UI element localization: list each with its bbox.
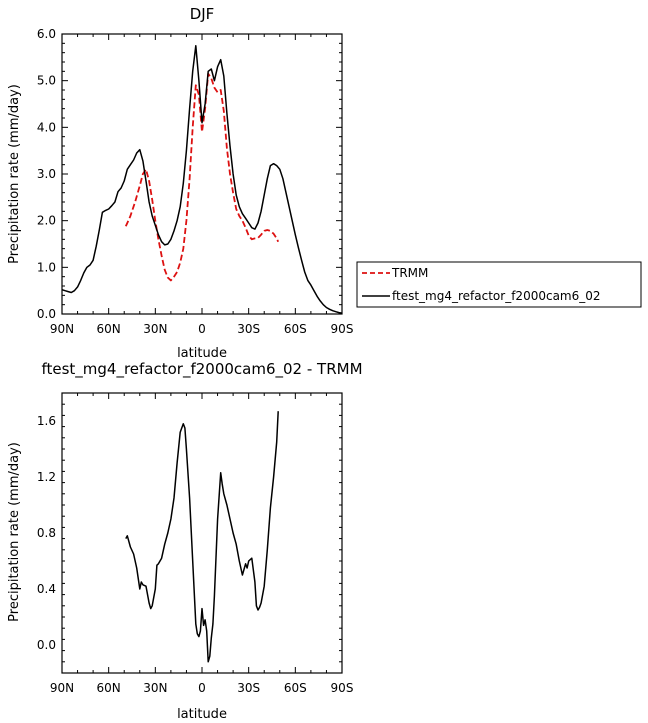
axes (61, 33, 343, 315)
y-tick-label: 0.8 (37, 526, 56, 540)
legend-label-model: ftest_mg4_refactor_f2000cam6_02 (392, 289, 601, 303)
chart-title: ftest_mg4_refactor_f2000cam6_02 - TRMM (41, 360, 362, 379)
x-axis-title: latitude (177, 346, 227, 361)
y-tick-label: 0.0 (37, 638, 56, 652)
legend-box (356, 261, 642, 308)
y-tick-label: 3.0 (37, 167, 56, 181)
series-line-trmm (124, 72, 280, 282)
x-tick-label: 30S (237, 681, 260, 695)
legend-label-trmm: TRMM (391, 266, 428, 280)
y-tick-label: 1.2 (37, 470, 56, 484)
y-axis-title: Precipitation rate (mm/day) (7, 84, 22, 264)
y-axis-title: Precipitation rate (mm/day) (7, 442, 22, 622)
chart-precipitation-difference: ftest_mg4_refactor_f2000cam6_02 - TRMM P… (7, 360, 363, 722)
chart-djf-precipitation: DJF Precipitation rate (mm/day) latitude… (7, 5, 642, 361)
y-tick-label: 2.0 (37, 214, 56, 228)
x-tick-label: 30N (143, 681, 167, 695)
series-lines (125, 411, 279, 663)
x-tick-label: 90S (331, 681, 354, 695)
y-tick-label: 0.0 (37, 307, 56, 321)
y-tick-label: 0.4 (37, 582, 56, 596)
series-line-0 (125, 411, 279, 663)
x-tick-label: 30S (237, 322, 260, 336)
x-axis-title: latitude (177, 707, 227, 722)
x-tick-label: 0 (198, 322, 206, 336)
x-tick-label: 60S (284, 681, 307, 695)
ticks: 90N 60N 30N 0 30S 60S 90S 0.0 0.4 0.8 1.2 1.6 (37, 392, 354, 695)
y-tick-label: 1.6 (37, 414, 56, 428)
y-tick-label: 5.0 (37, 74, 56, 88)
plot-frame (61, 392, 343, 674)
series-lines (61, 44, 343, 314)
plot-frame (61, 33, 343, 315)
x-tick-label: 90N (50, 681, 74, 695)
ticks: 90N 60N 30N 0 30S 60S 90S 0.0 1.0 2.0 3.0 4.0 5.0 6.0 (37, 27, 354, 336)
x-tick-label: 60N (97, 681, 121, 695)
x-tick-label: 0 (198, 681, 206, 695)
y-tick-label: 4.0 (37, 120, 56, 134)
x-tick-label: 90N (50, 322, 74, 336)
chart-title: DJF (190, 5, 215, 23)
x-tick-label: 90S (331, 322, 354, 336)
series-line-ftest-mg4-refactor-f2000cam6-02 (61, 44, 343, 314)
x-tick-label: 60N (97, 322, 121, 336)
y-tick-label: 6.0 (37, 27, 56, 41)
x-tick-label: 60S (284, 322, 307, 336)
legend: TRMM ftest_mg4_refactor_f2000cam6_02 (356, 261, 642, 308)
y-tick-label: 1.0 (37, 260, 56, 274)
axes (61, 392, 343, 674)
x-tick-label: 30N (143, 322, 167, 336)
